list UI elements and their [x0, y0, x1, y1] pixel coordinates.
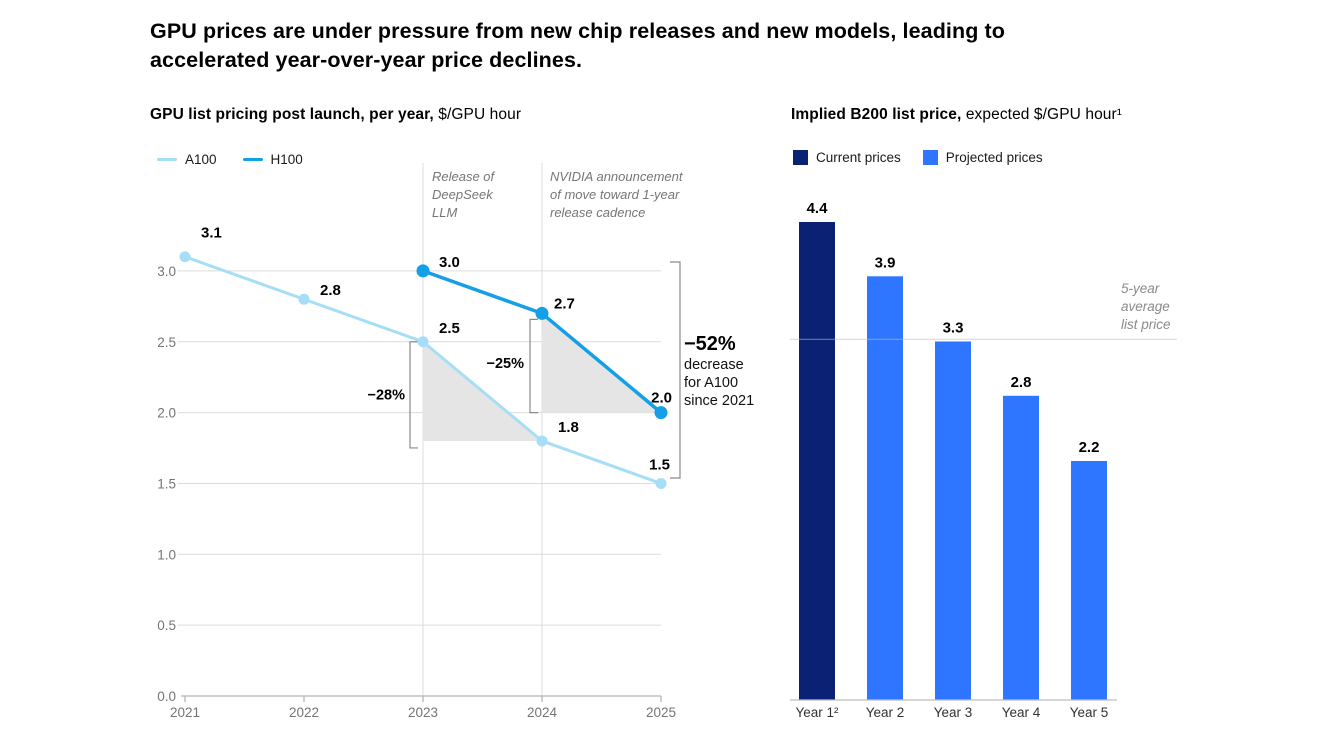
- annotation-nvidia: NVIDIA announcement: [550, 169, 684, 184]
- line-chart: 0.0 0.5 1.0 1.5 2.0 2.5 3.0 2021 2022 2023 2024 202…: [157, 163, 754, 720]
- x-tick-label: 2023: [408, 705, 438, 720]
- exhibit-title-line-1: GPU prices are under pressure from new c…: [150, 19, 1006, 43]
- bar-3: [935, 341, 971, 700]
- annotation-deepseek: DeepSeek: [432, 187, 494, 202]
- bar-chart-title-units: expected $/GPU hour¹: [965, 106, 1123, 123]
- a100-point: [655, 477, 667, 489]
- bar-value-label: 2.8: [1011, 374, 1032, 391]
- a100-point-label: 3.1: [201, 225, 222, 242]
- bar-category-label: Year 5: [1070, 705, 1109, 720]
- a100-point: [417, 336, 429, 348]
- y-tick-label: 0.5: [157, 618, 176, 633]
- bar-chart-title: Implied B200 list price, expected $/GPU …: [791, 106, 1122, 124]
- x-tick-label: 2021: [170, 705, 200, 720]
- a100-point-label: 1.5: [649, 456, 670, 473]
- projected-prices-swatch-icon: [922, 150, 938, 165]
- average-price-label: average: [1121, 299, 1170, 314]
- y-tick-label: 3.0: [157, 264, 176, 279]
- annotation-nvidia: release cadence: [550, 205, 645, 220]
- bar-value-label: 3.9: [875, 254, 896, 271]
- y-tick-label: 1.5: [157, 476, 176, 491]
- legend-label-h100: H100: [270, 152, 303, 167]
- legend-item-h100: H100: [242, 152, 303, 167]
- bracket-a100-drop: [409, 341, 418, 449]
- bar-value-label: 3.3: [943, 319, 964, 336]
- bar-chart: 4.4 Year 1² 3.9 Year 2 3.3 Year 3 2.8 Year 4 2.2…: [790, 200, 1177, 720]
- y-tick-label: 2.5: [157, 335, 176, 350]
- a100-point: [536, 435, 548, 447]
- y-tick-label: 0.0: [157, 689, 176, 704]
- bar-category-label: Year 2: [866, 705, 905, 720]
- h100-point-label: 2.0: [651, 390, 672, 407]
- annotation-nvidia: of move toward 1-year: [550, 187, 680, 202]
- bar-4: [1003, 395, 1039, 700]
- annotation-deepseek: Release of: [432, 169, 496, 184]
- total-drop-line: since 2021: [684, 393, 754, 409]
- bar-value-label: 4.4: [807, 200, 829, 217]
- a100-point-label: 2.5: [439, 320, 460, 337]
- legend-item-projected-prices: Projected prices: [922, 150, 1043, 165]
- x-tick-label: 2022: [289, 705, 319, 720]
- exhibit-title: GPU prices are under pressure from new c…: [150, 17, 1090, 75]
- a100-line-swatch-icon: [157, 157, 177, 162]
- drop-label-h100: −25%: [487, 356, 525, 372]
- y-tick-label: 2.0: [157, 406, 176, 421]
- line-chart-title: GPU list pricing post launch, per year, …: [150, 106, 521, 124]
- line-chart-title-bold: GPU list pricing post launch, per year,: [150, 106, 434, 123]
- a100-point-label: 1.8: [558, 419, 579, 436]
- total-drop-line: for A100: [684, 375, 738, 391]
- legend-label-current-prices: Current prices: [816, 150, 901, 165]
- line-chart-title-units: $/GPU hour: [438, 106, 522, 123]
- a100-point-label: 2.8: [320, 282, 341, 299]
- average-price-label: 5-year: [1121, 281, 1160, 296]
- bracket-h100-drop: [529, 318, 538, 414]
- bracket-total-drop: [670, 261, 681, 479]
- a100-point: [298, 293, 310, 305]
- legend-item-a100: A100: [157, 152, 217, 167]
- bar-2: [867, 276, 903, 700]
- x-tick-label: 2024: [527, 705, 558, 720]
- a100-point: [179, 251, 191, 263]
- bar-5: [1071, 460, 1107, 700]
- h100-point: [535, 306, 549, 320]
- legend-label-a100: A100: [185, 152, 217, 167]
- bar-category-label: Year 1²: [795, 705, 839, 720]
- h100-line-swatch-icon: [242, 157, 263, 162]
- average-price-label: list price: [1121, 317, 1171, 332]
- bar-1: [799, 221, 835, 700]
- current-prices-swatch-icon: [793, 150, 808, 165]
- annotation-deepseek: LLM: [432, 205, 457, 220]
- line-chart-legend: A100 H100: [157, 152, 303, 167]
- h100-point: [654, 406, 668, 420]
- drop-label-a100: −28%: [368, 387, 406, 403]
- exhibit-title-line-2: accelerated year-over-year price decline…: [150, 48, 583, 72]
- bar-chart-title-bold: Implied B200 list price,: [791, 106, 962, 123]
- total-drop-line: decrease: [684, 357, 744, 373]
- h100-point-label: 2.7: [554, 295, 575, 312]
- bar-value-label: 2.2: [1079, 439, 1100, 456]
- legend-item-current-prices: Current prices: [793, 150, 901, 165]
- h100-point: [416, 264, 430, 278]
- h100-point-label: 3.0: [439, 254, 460, 271]
- x-tick-label: 2025: [646, 705, 676, 720]
- total-drop-headline: −52%: [684, 333, 736, 355]
- legend-label-projected-prices: Projected prices: [945, 150, 1043, 165]
- bar-chart-legend: Current prices Projected prices: [793, 150, 1043, 165]
- bar-category-label: Year 4: [1002, 705, 1041, 720]
- bar-category-label: Year 3: [934, 705, 973, 720]
- y-tick-label: 1.0: [157, 547, 176, 562]
